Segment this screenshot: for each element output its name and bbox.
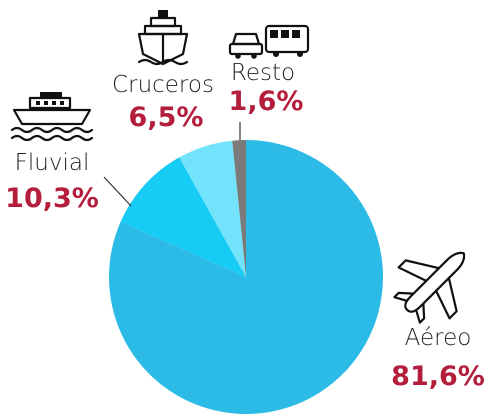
riverboat-icon [10,92,94,142]
slice-value-cruceros: 6,5% [129,102,204,133]
slice-value-fluvial: 10,3% [5,183,99,214]
slice-value-aereo: 81,6% [391,361,485,392]
pie-slice-resto [232,140,246,277]
cruise-ship-icon [137,10,189,66]
pie-slices [108,140,383,414]
slice-label-fluvial: Fluvial [15,150,90,176]
airplane-icon [393,251,466,324]
car-and-bus-icon [228,24,310,59]
slice-value-resto: 1,6% [229,86,304,117]
leader-line-fluvial [103,176,132,207]
slice-label-resto: Resto [231,60,295,86]
pie-slice-cruceros [179,140,246,277]
slice-label-aereo: Aéreo [405,325,472,351]
pie-slice-fluvial [120,157,246,277]
slice-label-cruceros: Cruceros [112,72,214,98]
